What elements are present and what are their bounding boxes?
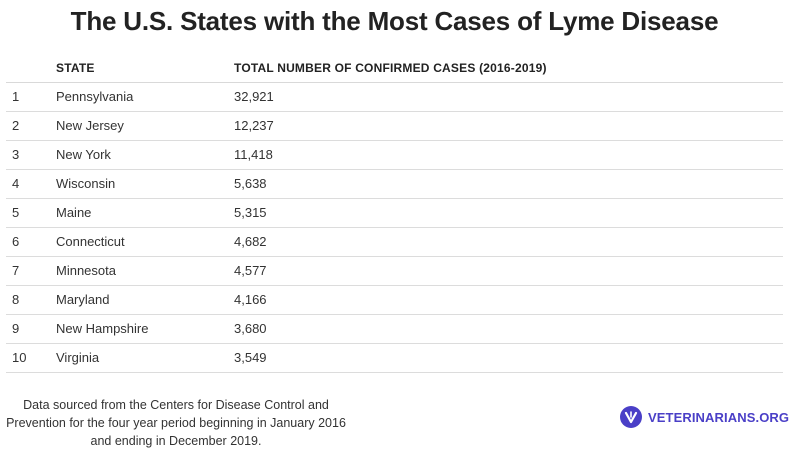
table-row: 7 Minnesota 4,577	[6, 256, 783, 285]
table-row: 8 Maryland 4,166	[6, 285, 783, 314]
table-header-row: STATE TOTAL NUMBER OF CONFIRMED CASES (2…	[6, 54, 783, 82]
row-state: Wisconsin	[56, 176, 116, 191]
cases-table: STATE TOTAL NUMBER OF CONFIRMED CASES (2…	[6, 54, 783, 373]
row-cases: 5,315	[234, 205, 267, 220]
table-row: 9 New Hampshire 3,680	[6, 314, 783, 343]
row-rank: 9	[12, 321, 20, 336]
row-cases: 4,166	[234, 292, 267, 307]
row-cases: 3,680	[234, 321, 267, 336]
row-rank: 6	[12, 234, 20, 249]
row-rank: 10	[12, 350, 27, 365]
brand-name: VETERINARIANS.ORG	[648, 409, 789, 425]
header-state: STATE	[56, 60, 95, 75]
row-state: Pennsylvania	[56, 89, 134, 104]
row-state: New Jersey	[56, 118, 124, 133]
row-rank: 7	[12, 263, 20, 278]
row-rank: 3	[12, 147, 20, 162]
row-state: New Hampshire	[56, 321, 149, 336]
row-rank: 1	[12, 89, 20, 104]
row-state: Maryland	[56, 292, 110, 307]
row-cases: 4,577	[234, 263, 267, 278]
row-cases: 3,549	[234, 350, 267, 365]
row-state: Maine	[56, 205, 92, 220]
table-row: 3 New York 11,418	[6, 140, 783, 169]
row-rank: 8	[12, 292, 20, 307]
header-cases: TOTAL NUMBER OF CONFIRMED CASES (2016-20…	[234, 60, 547, 75]
table-row: 4 Wisconsin 5,638	[6, 169, 783, 198]
v-logo-icon	[620, 406, 642, 428]
row-rank: 5	[12, 205, 20, 220]
row-cases: 5,638	[234, 176, 267, 191]
table-row: 2 New Jersey 12,237	[6, 111, 783, 140]
row-state: Virginia	[56, 350, 100, 365]
row-cases: 11,418	[234, 147, 273, 162]
table-row: 6 Connecticut 4,682	[6, 227, 783, 256]
row-rank: 4	[12, 176, 20, 191]
brand-logo-link[interactable]: VETERINARIANS.ORG	[620, 406, 789, 428]
row-cases: 4,682	[234, 234, 267, 249]
table-row: 1 Pennsylvania 32,921	[6, 82, 783, 111]
header-rank	[6, 54, 56, 82]
page-title: The U.S. States with the Most Cases of L…	[70, 6, 719, 36]
row-cases: 32,921	[234, 89, 274, 104]
row-rank: 2	[12, 118, 20, 133]
source-footnote: Data sourced from the Centers for Diseas…	[6, 398, 346, 448]
row-cases: 12,237	[234, 118, 274, 133]
table-row: 10 Virginia 3,549	[6, 343, 783, 372]
row-state: Connecticut	[56, 234, 125, 249]
row-state: New York	[56, 147, 111, 162]
row-state: Minnesota	[56, 263, 116, 278]
table-row: 5 Maine 5,315	[6, 198, 783, 227]
